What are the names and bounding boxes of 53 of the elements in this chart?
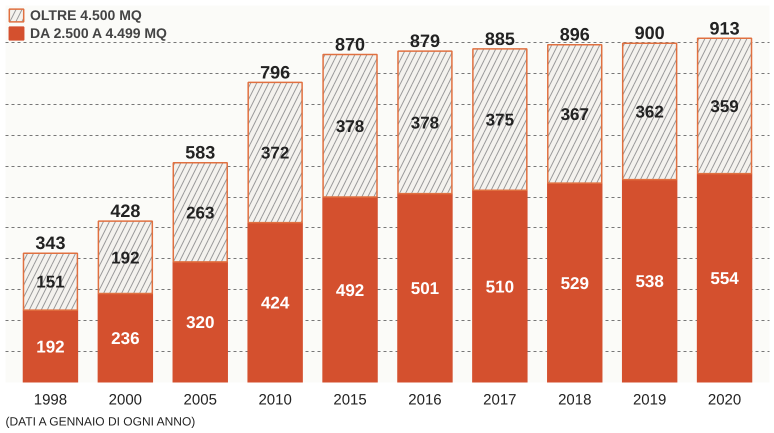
data-label: 151 bbox=[36, 272, 65, 292]
bar bbox=[22, 309, 78, 382]
data-label: 192 bbox=[36, 337, 65, 356]
x-tick-label: 2016 bbox=[408, 392, 442, 408]
x-tick-label: 2017 bbox=[483, 392, 517, 408]
data-label: 367 bbox=[560, 104, 589, 124]
data-label: 501 bbox=[410, 279, 440, 298]
x-tick-label: 2020 bbox=[708, 392, 742, 408]
total-label: 879 bbox=[410, 31, 440, 52]
data-label: 362 bbox=[635, 102, 664, 122]
data-label: 529 bbox=[560, 274, 589, 293]
x-tick-label: 1998 bbox=[34, 392, 68, 408]
legend-label: DA 2.500 A 4.499 MQ bbox=[30, 25, 167, 41]
total-label: 870 bbox=[335, 34, 366, 55]
x-tick-label: 2015 bbox=[333, 392, 367, 408]
x-tick-label: 2000 bbox=[108, 392, 142, 408]
data-label: 359 bbox=[710, 96, 739, 116]
data-label: 320 bbox=[186, 313, 214, 332]
total-label: 900 bbox=[634, 23, 665, 44]
total-label: 885 bbox=[484, 28, 515, 49]
x-tick-label: 2005 bbox=[184, 392, 217, 408]
legend-label: OLTRE 4.500 MQ bbox=[30, 7, 142, 23]
bar bbox=[622, 178, 678, 382]
x-tick-label: 2018 bbox=[558, 392, 592, 408]
data-label: 372 bbox=[260, 144, 290, 163]
bar bbox=[98, 292, 154, 382]
data-label: 378 bbox=[410, 113, 440, 132]
x-tick-label: 2019 bbox=[632, 392, 666, 408]
bar bbox=[472, 189, 528, 382]
data-label: 378 bbox=[336, 116, 364, 136]
bar bbox=[247, 222, 303, 382]
data-label: 538 bbox=[635, 272, 664, 292]
bar bbox=[547, 182, 602, 382]
total-label: 583 bbox=[185, 142, 216, 163]
data-label: 554 bbox=[710, 269, 740, 288]
data-label: 263 bbox=[186, 203, 214, 222]
bar bbox=[322, 196, 378, 382]
data-label: 192 bbox=[111, 248, 140, 268]
data-label: 424 bbox=[260, 294, 290, 313]
total-label: 896 bbox=[560, 24, 590, 45]
bar bbox=[397, 192, 453, 382]
data-label: 236 bbox=[111, 329, 140, 348]
data-label: 375 bbox=[486, 110, 514, 130]
total-label: 428 bbox=[110, 201, 140, 222]
total-label: 343 bbox=[35, 233, 66, 254]
bar bbox=[696, 172, 752, 382]
bar bbox=[172, 261, 228, 382]
data-label: 510 bbox=[486, 277, 514, 296]
total-label: 796 bbox=[260, 62, 290, 82]
text: (DATI A GENNAIO DI OGNI ANNO) bbox=[6, 414, 196, 428]
data-label: 492 bbox=[336, 280, 364, 300]
x-tick-label: 2010 bbox=[258, 392, 292, 408]
total-label: 913 bbox=[710, 18, 740, 38]
